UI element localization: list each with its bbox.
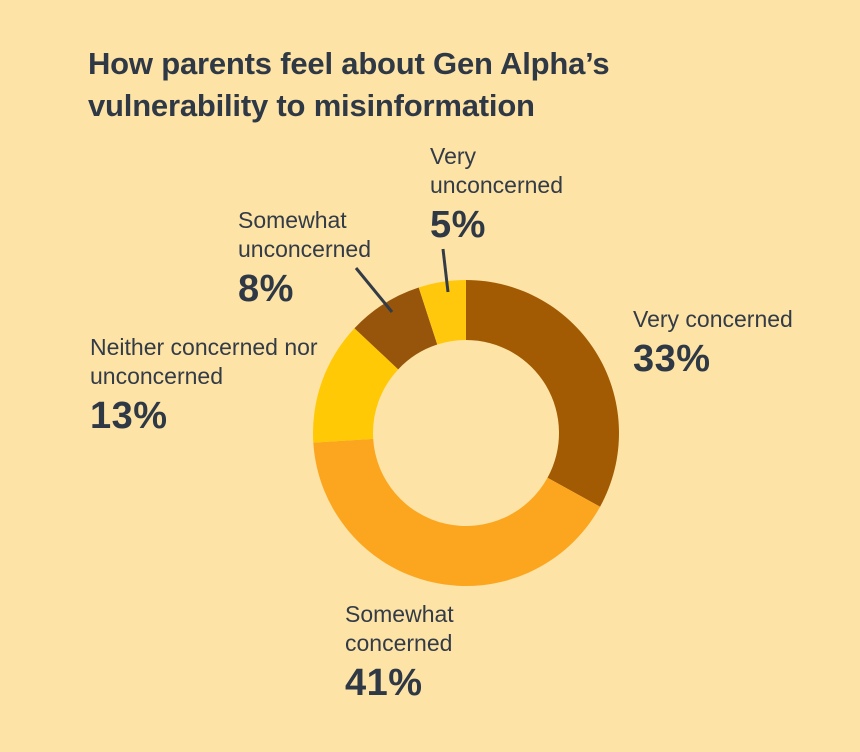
leader-line-somewhat-unconcerned — [354, 267, 394, 313]
percent-value-neither: 13% — [90, 394, 168, 437]
leader-line-very-unconcerned — [441, 248, 450, 293]
callout-very-concerned: Very concerned 33% — [633, 305, 848, 381]
category-label-neither: Neither concerned nor unconcerned — [90, 334, 318, 389]
donut-segment-somewhat-concerned — [313, 438, 601, 586]
percent-value-very-concerned: 33% — [633, 337, 711, 380]
donut-segment-somewhat-unconcerned — [354, 287, 438, 370]
category-label-somewhat-concerned: Somewhat concerned — [345, 601, 454, 656]
chart-title: How parents feel about Gen Alpha’s vulne… — [88, 45, 610, 123]
donut-segment-very-unconcerned — [418, 280, 466, 345]
callout-very-unconcerned: Very unconcerned 5% — [430, 142, 605, 247]
percent-value-very-unconcerned: 5% — [430, 203, 486, 246]
percent-value-somewhat-concerned: 41% — [345, 661, 423, 704]
percent-value-somewhat-unconcerned: 8% — [238, 267, 294, 310]
callout-somewhat-unconcerned: Somewhat unconcerned 8% — [238, 206, 433, 311]
callout-somewhat-concerned: Somewhat concerned 41% — [345, 600, 540, 705]
category-label-very-concerned: Very concerned — [633, 306, 793, 332]
category-label-very-unconcerned: Very unconcerned — [430, 143, 563, 198]
category-label-somewhat-unconcerned: Somewhat unconcerned — [238, 207, 371, 262]
donut-segment-neither-concerned-nor-unconcerned — [312, 328, 399, 443]
donut-segments-group — [312, 280, 619, 586]
donut-segment-very-concerned — [466, 280, 619, 507]
callout-neither-concerned-nor-unconcerned: Neither concerned nor unconcerned 13% — [90, 333, 340, 438]
